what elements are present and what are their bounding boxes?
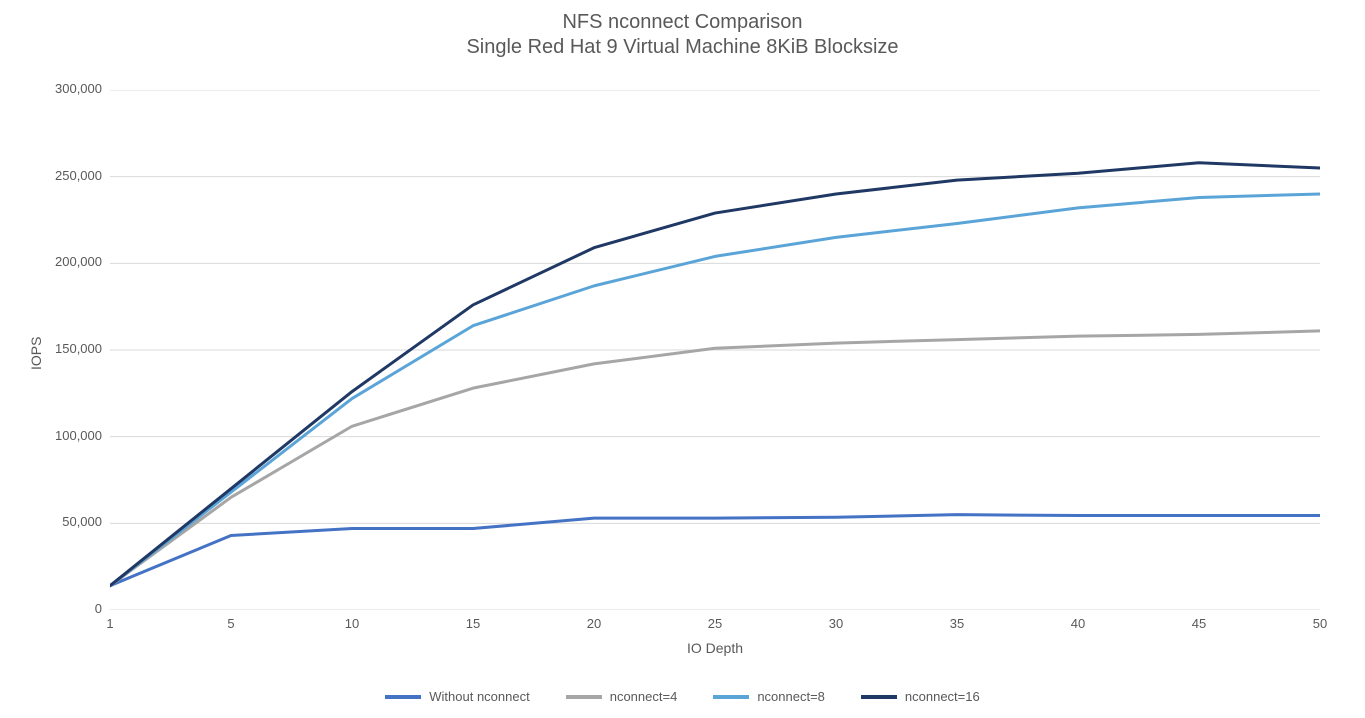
x-tick-label: 25: [695, 616, 735, 631]
y-tick-label: 200,000: [55, 254, 102, 269]
legend-swatch: [385, 695, 421, 699]
y-tick-label: 100,000: [55, 428, 102, 443]
nconnect-comparison-chart: NFS nconnect Comparison Single Red Hat 9…: [0, 0, 1365, 718]
legend-item: nconnect=8: [713, 689, 825, 704]
y-tick-label: 0: [95, 601, 102, 616]
legend-item: nconnect=16: [861, 689, 980, 704]
legend-label: nconnect=16: [905, 689, 980, 704]
x-tick-label: 40: [1058, 616, 1098, 631]
series-line: [110, 515, 1320, 586]
series-line: [110, 163, 1320, 586]
y-tick-label: 300,000: [55, 81, 102, 96]
y-axis-label: IOPS: [28, 337, 44, 370]
legend-label: Without nconnect: [429, 689, 529, 704]
series-line: [110, 331, 1320, 586]
legend-swatch: [861, 695, 897, 699]
x-tick-label: 20: [574, 616, 614, 631]
x-axis-label: IO Depth: [110, 640, 1320, 656]
legend-swatch: [566, 695, 602, 699]
x-tick-label: 45: [1179, 616, 1219, 631]
legend-label: nconnect=8: [757, 689, 825, 704]
plot-svg: [110, 90, 1320, 610]
series-line: [110, 194, 1320, 586]
x-tick-label: 50: [1300, 616, 1340, 631]
legend: Without nconnect nconnect=4 nconnect=8 ncon…: [0, 686, 1365, 705]
plot-area: [110, 90, 1320, 610]
x-tick-label: 35: [937, 616, 977, 631]
y-tick-label: 150,000: [55, 341, 102, 356]
x-tick-label: 5: [211, 616, 251, 631]
legend-item: Without nconnect: [385, 689, 529, 704]
y-tick-label: 250,000: [55, 168, 102, 183]
chart-title-line1: NFS nconnect Comparison: [0, 10, 1365, 35]
chart-title-block: NFS nconnect Comparison Single Red Hat 9…: [0, 0, 1365, 60]
legend-label: nconnect=4: [610, 689, 678, 704]
y-tick-label: 50,000: [62, 514, 102, 529]
legend-item: nconnect=4: [566, 689, 678, 704]
x-tick-label: 1: [90, 616, 130, 631]
x-tick-label: 10: [332, 616, 372, 631]
legend-swatch: [713, 695, 749, 699]
x-tick-label: 15: [453, 616, 493, 631]
x-tick-label: 30: [816, 616, 856, 631]
chart-title-line2: Single Red Hat 9 Virtual Machine 8KiB Bl…: [0, 35, 1365, 60]
